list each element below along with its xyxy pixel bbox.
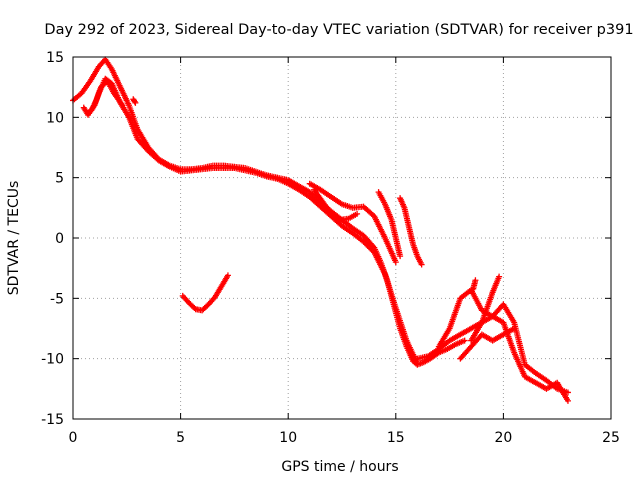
series-falling-segment bbox=[375, 189, 404, 260]
series-branch-a bbox=[306, 180, 399, 266]
data-point-marker bbox=[397, 253, 404, 260]
series-dip-to-10 bbox=[80, 78, 126, 118]
series-lower-tail bbox=[457, 325, 518, 362]
series-main-lower bbox=[87, 75, 421, 367]
grid-lines bbox=[73, 57, 611, 419]
y-tick-label: 5 bbox=[55, 171, 64, 187]
x-tick-label: 20 bbox=[494, 430, 512, 446]
series-branch-b bbox=[311, 186, 361, 223]
data-points bbox=[70, 56, 571, 404]
y-tick-label: 0 bbox=[55, 231, 64, 247]
data-point-marker bbox=[472, 277, 479, 284]
x-tick-labels: 0 5 10 15 20 25 bbox=[69, 430, 620, 446]
x-tick-label: 5 bbox=[176, 430, 185, 446]
x-tick-label: 10 bbox=[279, 430, 297, 446]
data-point-marker bbox=[131, 98, 138, 105]
y-tick-label: -15 bbox=[41, 412, 64, 428]
data-point-marker bbox=[354, 210, 361, 217]
data-point-marker bbox=[511, 325, 518, 332]
series-arc-mid-day bbox=[179, 272, 231, 314]
y-tick-label: 10 bbox=[46, 110, 64, 126]
axis-ticks bbox=[72, 56, 612, 420]
series-isolated-point bbox=[130, 96, 139, 106]
data-point-marker bbox=[392, 259, 399, 266]
data-point-marker bbox=[119, 102, 126, 109]
data-point-marker bbox=[418, 261, 425, 268]
data-point-marker bbox=[224, 272, 231, 279]
series-recovery-b bbox=[435, 286, 571, 396]
series-rise-to-minus3 bbox=[468, 273, 503, 344]
x-tick-label: 0 bbox=[69, 430, 78, 446]
series-scatter-18 bbox=[468, 277, 479, 295]
data-point-marker bbox=[132, 99, 139, 106]
y-tick-labels: -15 -10 -5 0 5 10 15 bbox=[41, 50, 64, 428]
data-point-marker bbox=[564, 397, 571, 404]
data-point-marker bbox=[496, 273, 503, 280]
x-tick-label: 25 bbox=[602, 430, 620, 446]
data-point-marker bbox=[461, 337, 468, 344]
y-tick-label: -5 bbox=[50, 291, 64, 307]
y-axis-label: SDTVAR / TECUs bbox=[6, 181, 22, 296]
x-axis-label: GPS time / hours bbox=[281, 459, 398, 475]
data-point-marker bbox=[564, 389, 571, 396]
series-segment-15h bbox=[397, 195, 425, 268]
x-tick-label: 15 bbox=[387, 430, 405, 446]
y-tick-label: 15 bbox=[46, 50, 64, 66]
y-tick-label: -10 bbox=[41, 352, 64, 368]
chart-title: Day 292 of 2023, Sidereal Day-to-day VTE… bbox=[44, 22, 633, 38]
